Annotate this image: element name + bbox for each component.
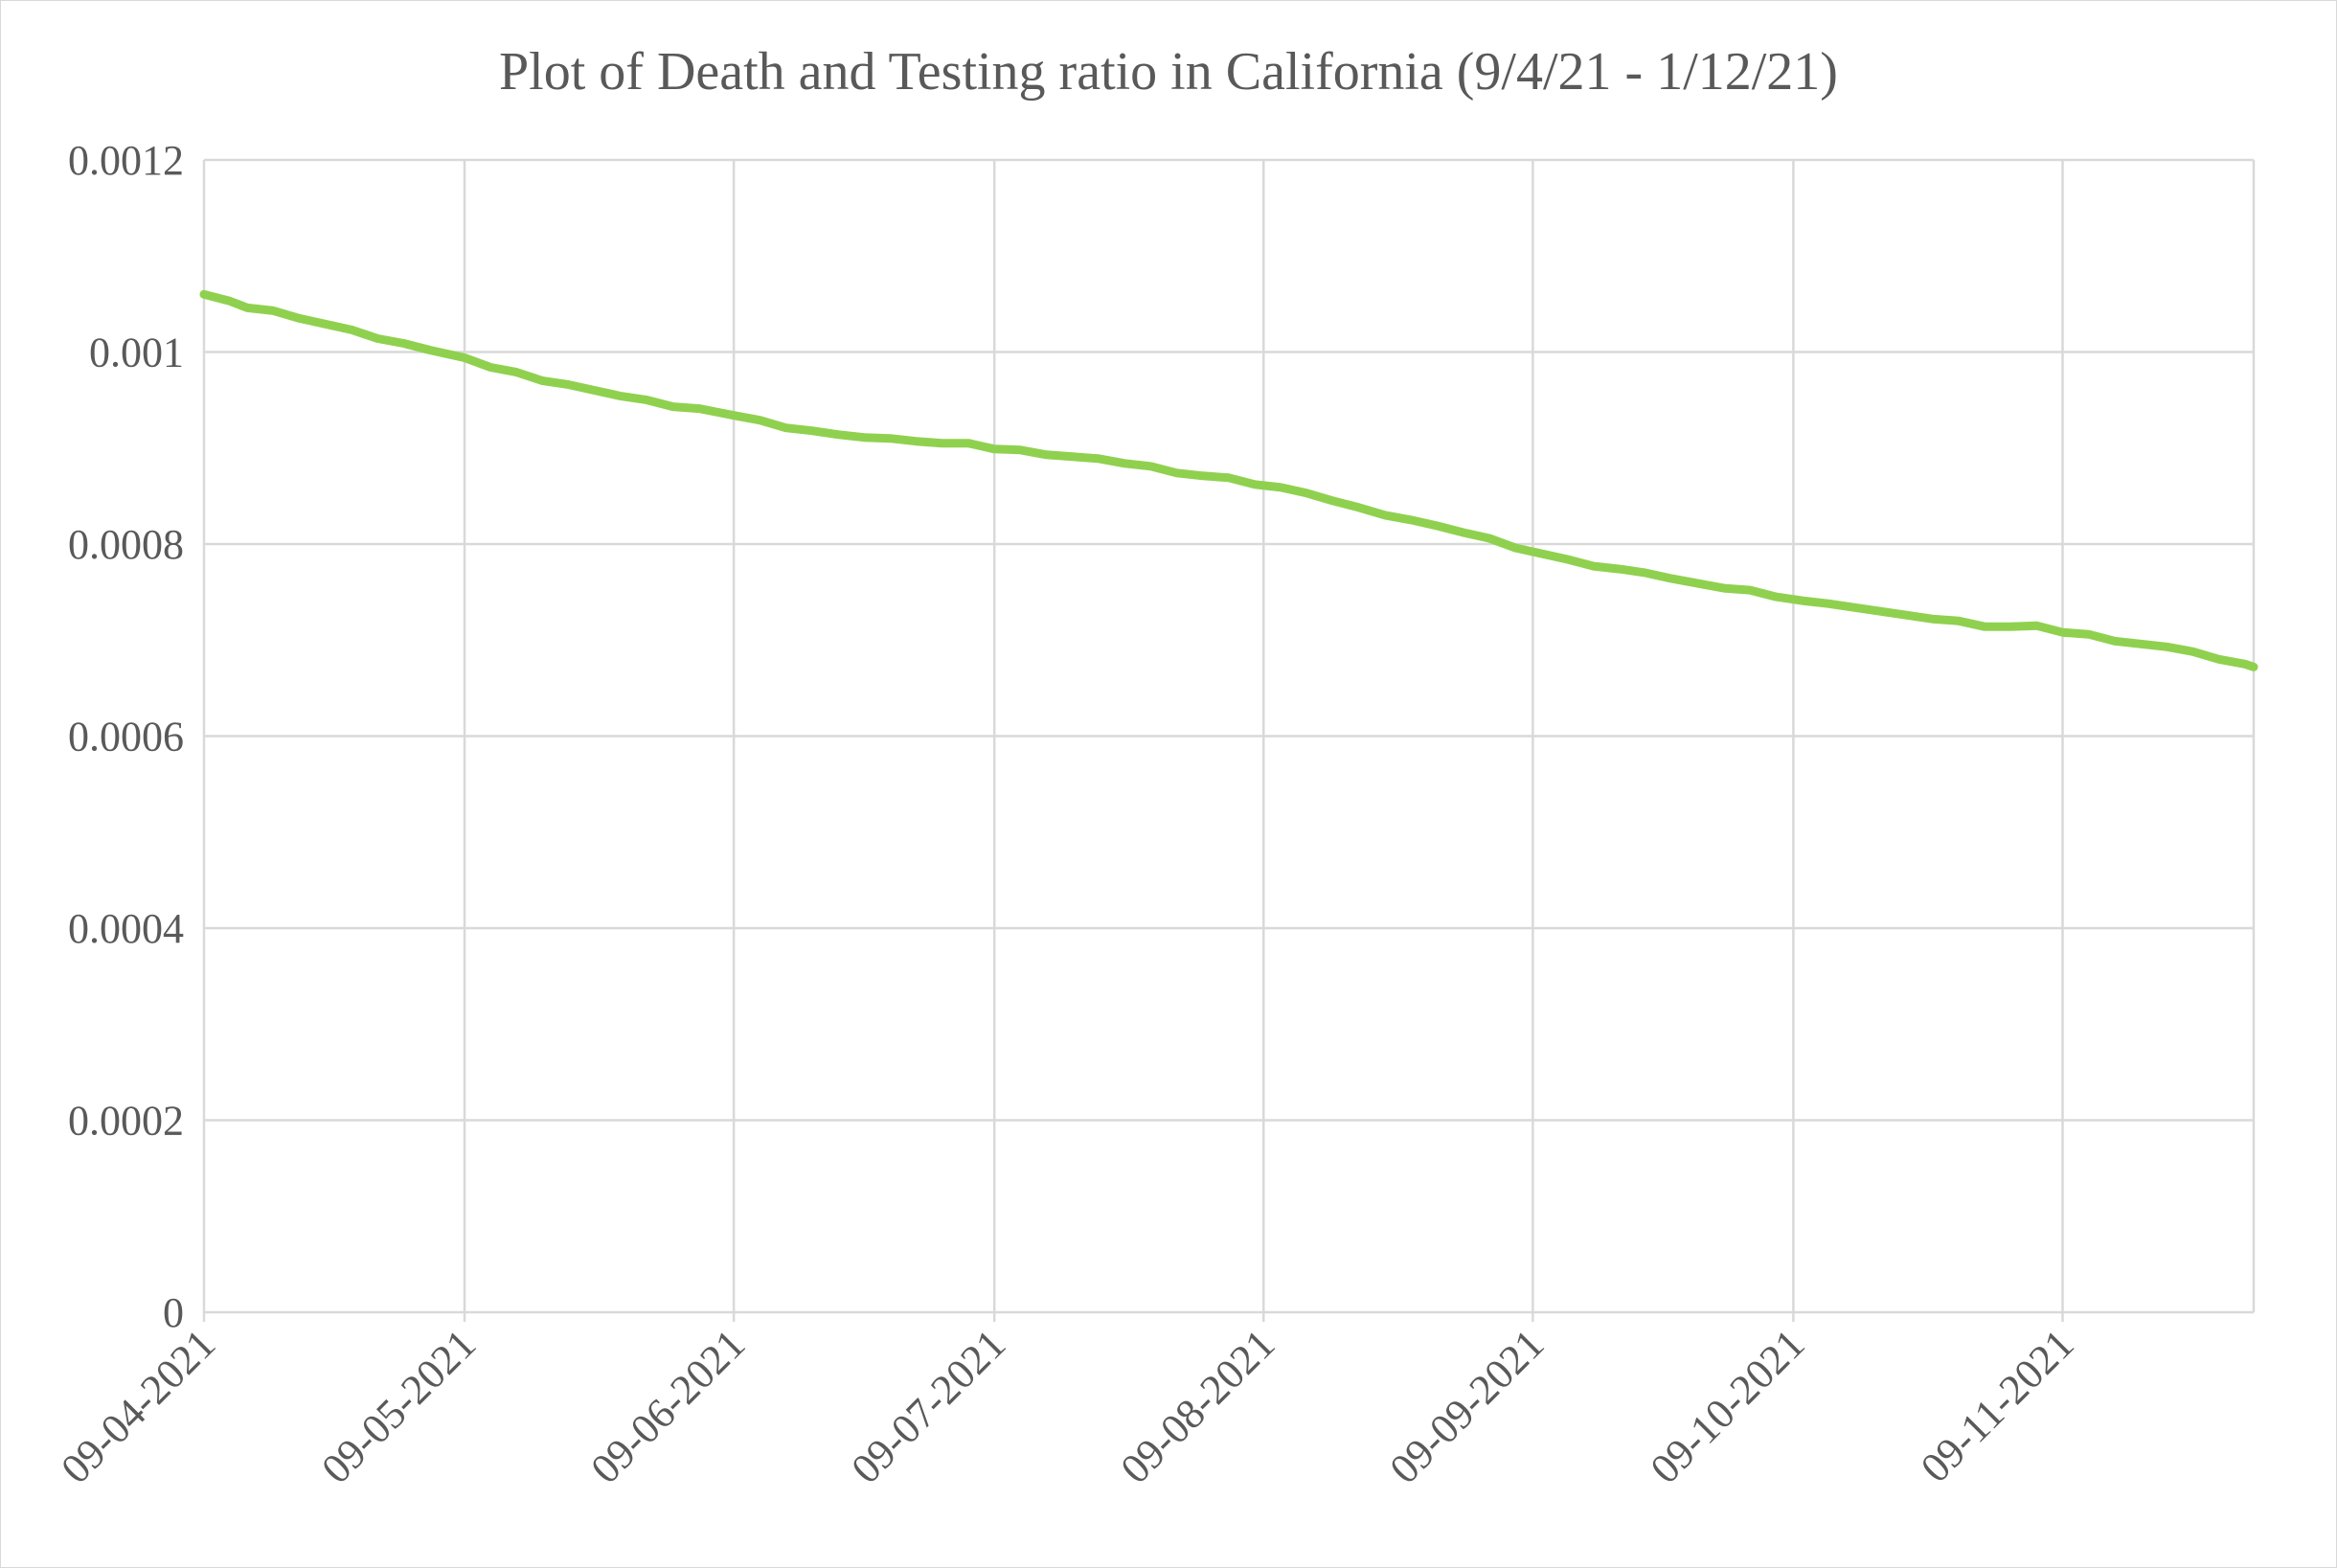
horizontal-gridlines	[204, 158, 2254, 1314]
x-tick-label: 09-07-2021	[842, 1320, 1014, 1492]
y-tick-label: 0.0004	[68, 905, 184, 952]
x-tick-label: 09-08-2021	[1112, 1320, 1284, 1492]
y-tick-label: 0.0012	[68, 137, 184, 184]
x-tick-label: 09-10-2021	[1642, 1320, 1814, 1492]
x-axis-tick-labels: 09-04-2021 09-05-2021 09-06-2021 09-07-2021…	[52, 1320, 2082, 1492]
y-tick-label: 0	[163, 1289, 184, 1336]
x-tick-label: 09-06-2021	[581, 1320, 754, 1492]
x-tick-label: 09-11-2021	[1912, 1320, 2083, 1491]
x-tick-label: 09-04-2021	[52, 1320, 224, 1492]
chart-title: Plot of Death and Testing ratio in Calif…	[499, 42, 1838, 102]
y-tick-label: 0.0002	[68, 1098, 184, 1145]
series-line	[199, 289, 2258, 671]
y-tick-label: 0.0006	[68, 714, 184, 761]
x-tick-label: 09-09-2021	[1381, 1320, 1554, 1492]
x-tick-label: 09-05-2021	[312, 1320, 485, 1492]
y-axis-tick-labels: 0 0.0002 0.0004 0.0006 0.0008 0.001 0.0012	[68, 137, 184, 1336]
y-tick-label: 0.0008	[68, 521, 184, 568]
y-tick-label: 0.001	[89, 330, 184, 376]
series-layer	[199, 289, 2258, 671]
vertical-gridlines	[202, 160, 2256, 1322]
